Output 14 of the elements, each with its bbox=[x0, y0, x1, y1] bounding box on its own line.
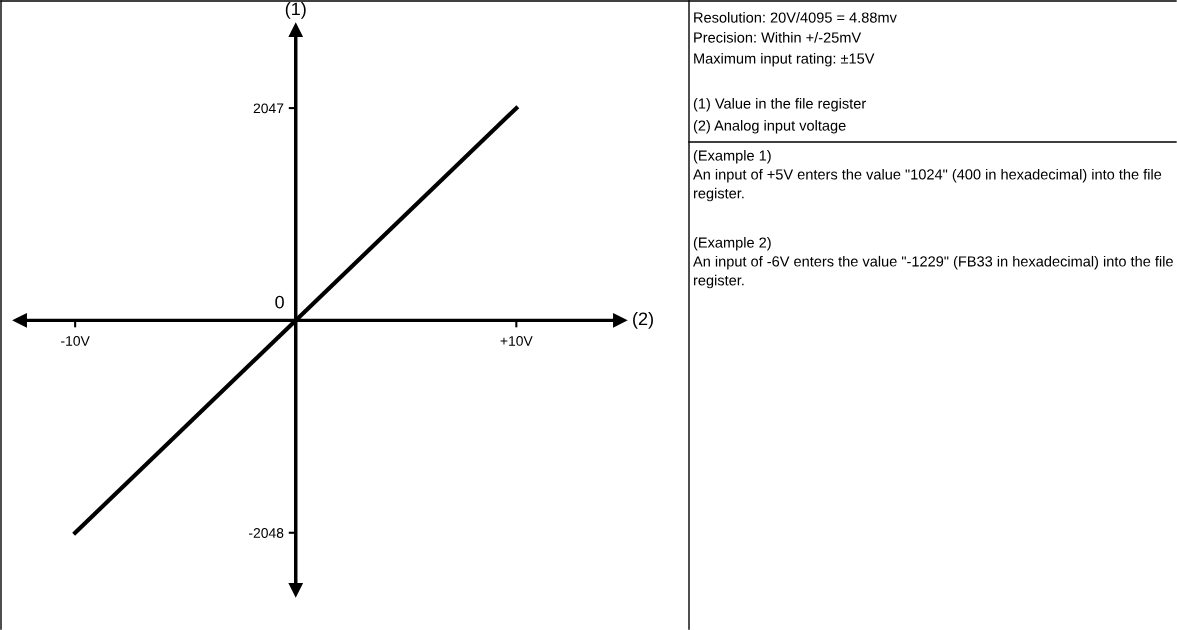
y-tick-label: 2047 bbox=[253, 103, 284, 114]
text: Resolution: 20V/4095 = 4.88mv bbox=[694, 12, 897, 23]
annotation: 0 bbox=[275, 295, 284, 309]
x-tick-label: +10V bbox=[500, 336, 533, 346]
y-tick-label: -2048 bbox=[249, 528, 284, 538]
text: (Example 2) An input of -6V enters the value "-1229" (FB33 in hexadecimal) into the file register. bbox=[693, 237, 1173, 289]
y-axis-title: (1) bbox=[285, 1, 306, 19]
x-tick-label: -10V bbox=[61, 336, 90, 346]
text: (Example 1) An input of +5V enters the value "1024" (400 in hexadecimal) into the file register. bbox=[693, 150, 1162, 202]
text: (1) Value in the file register bbox=[693, 98, 866, 112]
text: Precision: Within +/-25mV bbox=[694, 32, 862, 43]
text: Maximum input rating: ±15V bbox=[694, 53, 875, 67]
x-axis-title: (2) bbox=[633, 311, 653, 329]
text: (2) Analog input voltage bbox=[693, 120, 846, 134]
